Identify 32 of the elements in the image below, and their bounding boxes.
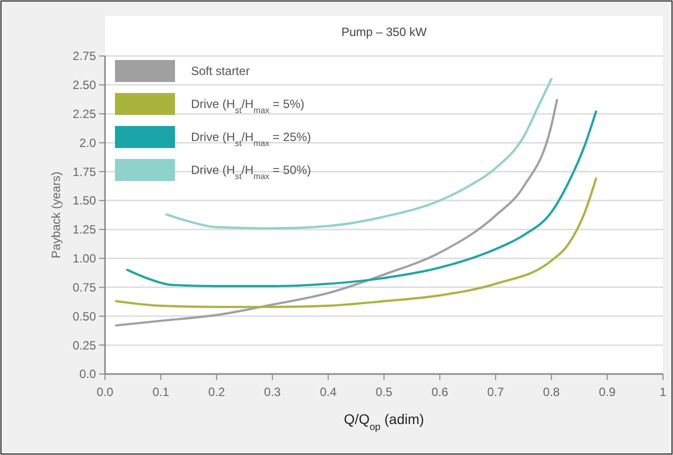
y-tick-label: 2.0: [79, 136, 96, 150]
x-tick-label: 0.7: [487, 385, 504, 399]
y-tick-label: 0.0: [79, 367, 96, 382]
x-tick-label: 0.6: [431, 385, 448, 399]
x-tick-label: 0.2: [208, 385, 226, 399]
x-tick-label: 0.3: [264, 385, 282, 399]
legend-label: Soft starter: [191, 64, 250, 78]
y-tick-label: 2.75: [72, 49, 96, 64]
legend-label: Drive (H$_{st}$/H$_{max}$ = 50%): [191, 163, 312, 181]
y-tick-label: 1.50: [72, 194, 96, 208]
y-tick-label: 0.75: [72, 280, 96, 294]
x-tick-label: 0.9: [598, 385, 616, 399]
legend-label: Drive (H$_{st}$/H$_{max}$ = 25%): [191, 130, 312, 148]
legend-label: Drive (H$_{st}$/H$_{max}$ = 5%): [191, 97, 304, 115]
y-tick-label: 2.50: [72, 78, 96, 92]
y-tick-label: 0.50: [72, 309, 96, 324]
x-axis-title: Q/Q$_{op}$ (adim): [344, 411, 424, 432]
y-tick-label: 1.75: [72, 164, 96, 179]
chart-title: Pump – 350 kW: [341, 25, 428, 39]
y-axis-title: Payback (years): [49, 172, 63, 258]
y-tick-label: 2.25: [72, 107, 96, 122]
y-tick-label: 1.25: [72, 222, 96, 237]
x-tick-label: 0.4: [320, 385, 337, 399]
x-tick-label: 0.5: [376, 385, 393, 399]
x-tick-label: 0.1: [152, 385, 170, 399]
x-tick-label: 0.0: [96, 385, 114, 399]
x-tick-label: 0.8: [543, 385, 560, 399]
line-series: [115, 98, 558, 327]
x-tick-label: 1: [660, 385, 667, 399]
line-series: [165, 78, 552, 230]
y-tick-label: 0.25: [72, 338, 96, 352]
y-tick-label: 1.00: [72, 252, 96, 266]
